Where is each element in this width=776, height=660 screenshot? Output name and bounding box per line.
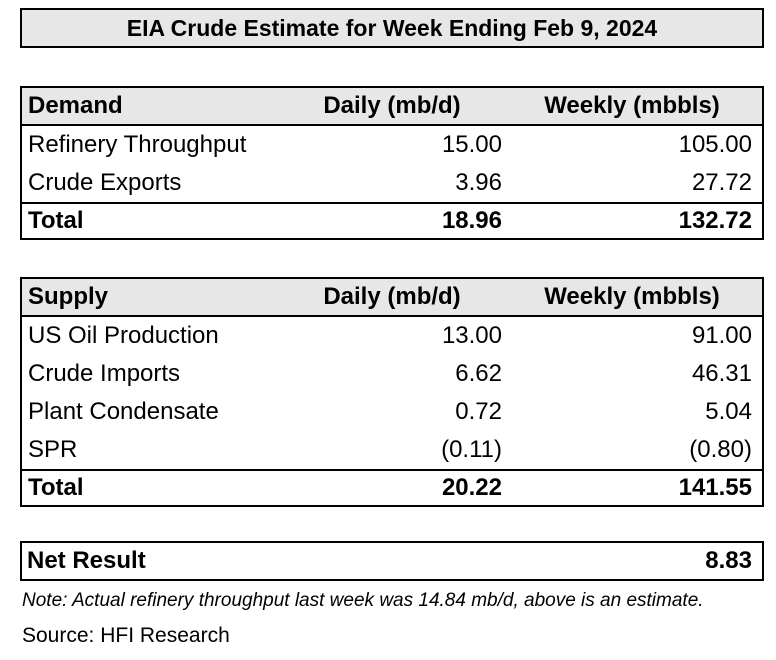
- row-daily: 0.72: [455, 398, 502, 425]
- total-daily: 20.22: [282, 469, 502, 505]
- title-text: EIA Crude Estimate for Week Ending Feb 9…: [126, 14, 658, 41]
- footnote: Note: Actual refinery throughput last we…: [22, 590, 704, 611]
- net-result-value: 8.83: [705, 547, 752, 574]
- supply-total-row: Total 20.22 141.55: [22, 469, 762, 505]
- row-label: SPR: [28, 436, 78, 463]
- demand-header-label: Demand: [22, 88, 282, 126]
- demand-header-weekly: Weekly (mbbls): [502, 88, 762, 126]
- demand-header-daily: Daily (mb/d): [282, 88, 502, 126]
- row-weekly: (0.80): [689, 436, 752, 463]
- total-label: Total: [22, 202, 282, 238]
- demand-table: Demand Daily (mb/d) Weekly (mbbls) Refin…: [20, 86, 764, 240]
- supply-header-weekly: Weekly (mbbls): [502, 279, 762, 317]
- row-label: Refinery Throughput: [28, 131, 247, 158]
- total-weekly: 132.72: [502, 202, 762, 238]
- row-daily: 15.00: [441, 131, 502, 158]
- row-daily: 13.00: [441, 322, 502, 349]
- row-weekly: 46.31: [691, 360, 752, 387]
- row-label: US Oil Production: [28, 322, 219, 349]
- supply-header-row: Supply Daily (mb/d) Weekly (mbbls): [22, 279, 762, 317]
- table-row: US Oil Production 13.00 91.00: [22, 316, 762, 355]
- table-row: Refinery Throughput 15.00 105.00: [22, 125, 762, 164]
- row-daily: 6.62: [455, 360, 502, 387]
- row-weekly: 91.00: [691, 322, 752, 349]
- demand-total-row: Total 18.96 132.72: [22, 202, 762, 238]
- row-weekly: 105.00: [678, 131, 752, 158]
- demand-header-row: Demand Daily (mb/d) Weekly (mbbls): [22, 88, 762, 126]
- supply-table: Supply Daily (mb/d) Weekly (mbbls) US Oi…: [20, 277, 764, 507]
- total-daily: 18.96: [282, 202, 502, 238]
- row-label: Plant Condensate: [28, 398, 219, 425]
- total-label: Total: [22, 469, 282, 505]
- table-row: SPR (0.11) (0.80): [22, 431, 762, 470]
- supply-header-label: Supply: [22, 279, 282, 317]
- net-result-label: Net Result: [27, 547, 146, 574]
- row-weekly: 5.04: [705, 398, 752, 425]
- row-daily: (0.11): [441, 436, 502, 463]
- row-weekly: 27.72: [691, 169, 752, 196]
- row-daily: 3.96: [455, 169, 502, 196]
- table-row: Crude Imports 6.62 46.31: [22, 355, 762, 393]
- row-label: Crude Imports: [28, 360, 181, 387]
- table-title: EIA Crude Estimate for Week Ending Feb 9…: [20, 8, 764, 48]
- supply-header-daily: Daily (mb/d): [282, 279, 502, 317]
- total-weekly: 141.55: [502, 469, 762, 505]
- table-row: Plant Condensate 0.72 5.04: [22, 393, 762, 431]
- row-label: Crude Exports: [28, 169, 182, 196]
- table-row: Crude Exports 3.96 27.72: [22, 164, 762, 203]
- source-credit: Source: HFI Research: [22, 624, 230, 647]
- net-result-box: Net Result 8.83: [20, 541, 764, 581]
